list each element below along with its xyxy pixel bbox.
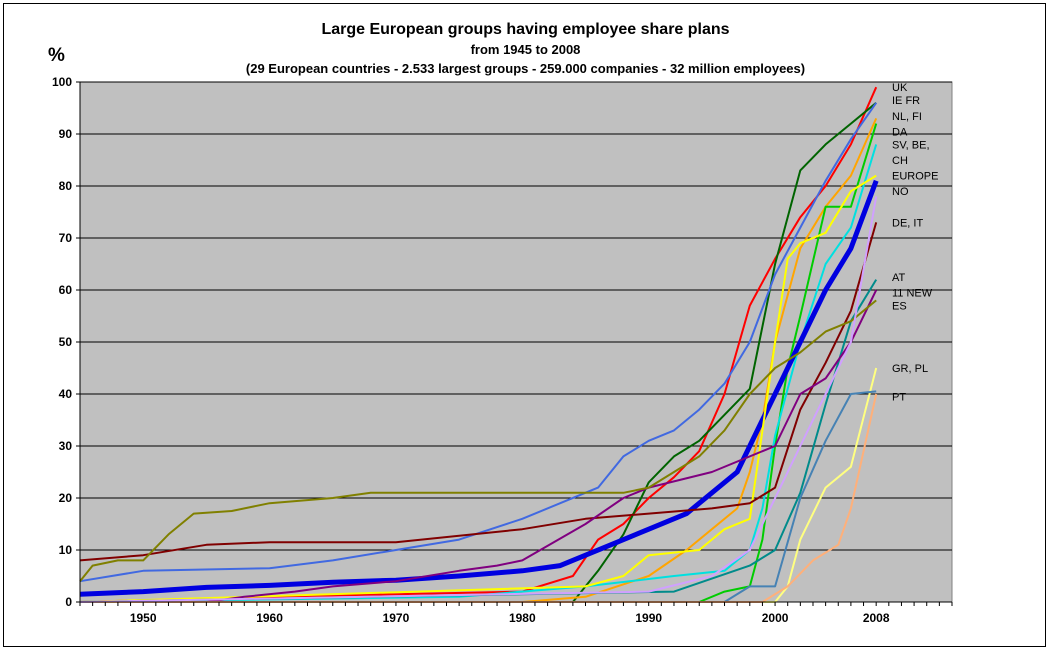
series-line-uk (79, 86, 878, 603)
series-lines (79, 86, 879, 603)
series-line-at (79, 279, 878, 603)
series-line-de-it (79, 222, 878, 562)
series-label: ES (892, 301, 907, 313)
series-label: GR, PL (892, 363, 928, 375)
chart-subtitle: from 1945 to 2008 (470, 42, 581, 57)
y-tick-label: 70 (59, 231, 73, 245)
series-label: AT (892, 272, 906, 284)
series-label: CH (892, 155, 908, 167)
series-label: DE, IT (892, 217, 923, 229)
y-tick-label: 80 (59, 179, 73, 193)
series-label: UK (892, 82, 908, 94)
chart-title: Large European groups having employee sh… (321, 21, 730, 38)
series-line-ch (79, 144, 878, 603)
series-line-pt (80, 390, 877, 603)
x-tick-label: 1980 (509, 611, 536, 625)
series-line-europe (79, 179, 879, 597)
chart-subtitle-2: (29 European countries - 2.533 largest g… (245, 61, 806, 76)
y-tick-label: 50 (59, 335, 73, 349)
y-axis-unit-label: % (48, 45, 65, 66)
y-tick-label: 30 (59, 439, 73, 453)
series-label: NO (892, 186, 909, 198)
series-line-no (79, 174, 877, 603)
gridlines (80, 81, 952, 551)
x-tick-label: 1960 (256, 611, 283, 625)
x-tick-label: 2008 (863, 611, 890, 625)
y-tick-label: 40 (59, 387, 73, 401)
axes: 0 10 20 30 40 50 60 70 80 90 100 1950 1960 1970 1980 19… (52, 75, 953, 625)
series-line-ie-fr (80, 102, 877, 603)
x-tick-label: 1950 (130, 611, 157, 625)
series-label: SV, BE, (892, 139, 930, 151)
y-tick-label: 60 (59, 283, 73, 297)
series-label: EUROPE (892, 171, 938, 183)
y-tick-label: 20 (59, 491, 73, 505)
y-tick-label: 10 (59, 543, 73, 557)
series-line-es (79, 299, 877, 582)
series-label: NL, FI (892, 111, 922, 123)
series-label: DA (892, 126, 908, 138)
x-tick-label: 1970 (383, 611, 410, 625)
x-tick-label: 1990 (635, 611, 662, 625)
series-label: PT (892, 392, 906, 404)
series-label: 11 NEW (892, 288, 933, 300)
series-line-11-new (80, 289, 878, 603)
y-tick-label: 0 (65, 595, 72, 609)
y-tick-label: 100 (52, 75, 72, 89)
series-label: IE FR (892, 95, 920, 107)
x-tick-label: 2000 (762, 611, 789, 625)
series-line-nl-fi (79, 102, 878, 583)
series-line-unlabeled (79, 196, 878, 603)
y-tick-label: 90 (59, 127, 73, 141)
